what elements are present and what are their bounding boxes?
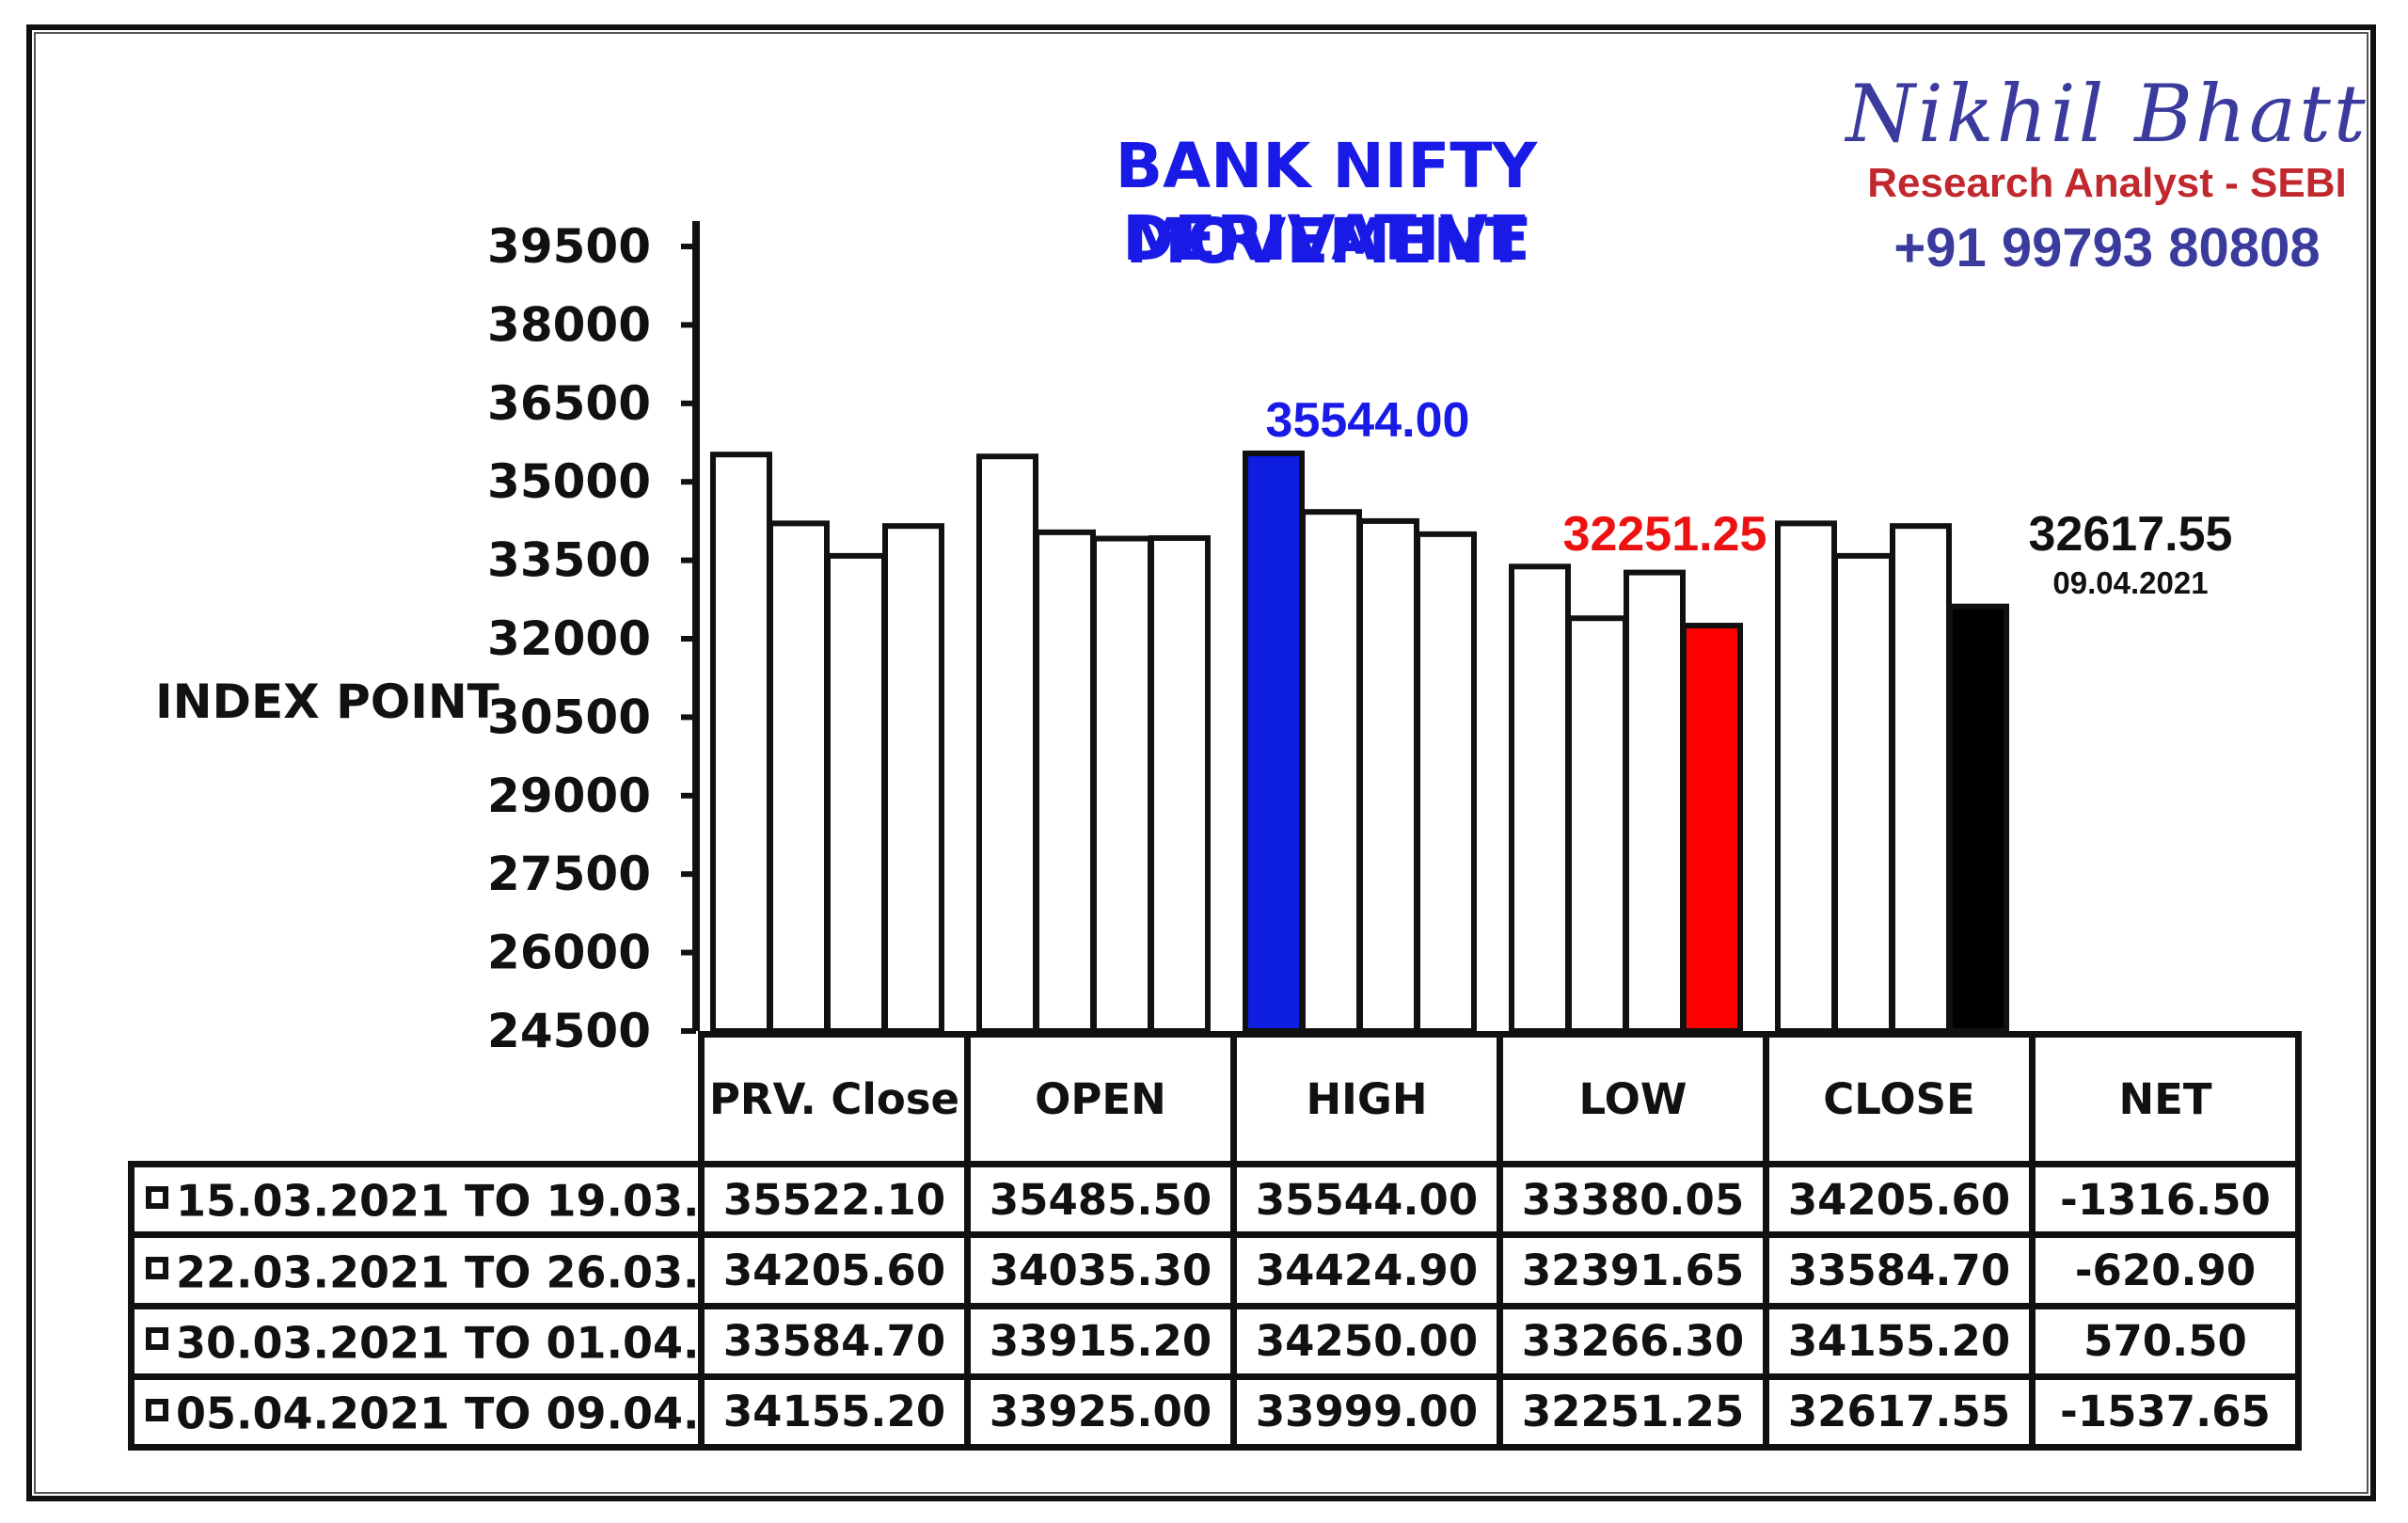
chart-title-line-1: BANK NIFTY DERIVATIVE	[1115, 130, 1538, 275]
table-cell: -1537.65	[2029, 1372, 2302, 1452]
y-tick-label: 39500	[487, 219, 651, 274]
bar	[882, 523, 944, 1034]
y-tick-label: 36500	[487, 376, 651, 431]
bar	[1243, 450, 1305, 1034]
row-label: 22.03.2021 TO 26.03.2021	[176, 1246, 700, 1298]
data-table: PRV. Close OPEN HIGH LOW CLOSE NET 15.03…	[128, 1031, 2302, 1452]
row-label-cell: 30.03.2021 TO 01.04.2021	[128, 1302, 705, 1380]
outer-frame	[26, 24, 2376, 1501]
y-tick-label: 24500	[487, 1004, 651, 1058]
y-tick-label: 30500	[487, 690, 651, 744]
bar	[976, 453, 1038, 1035]
table-cell: 32617.55	[1763, 1372, 2036, 1452]
column-header: CLOSE	[1763, 1031, 2036, 1167]
table-header-row: PRV. Close OPEN HIGH LOW CLOSE NET	[132, 1031, 2302, 1167]
table-row: 30.03.2021 TO 01.04.2021 33584.70 33915.…	[128, 1302, 2302, 1380]
inner-frame	[34, 32, 2368, 1494]
y-tick-label: 27500	[487, 847, 651, 901]
table-row: 15.03.2021 TO 19.03.2021 35522.10 35485.…	[128, 1160, 2302, 1239]
table-cell: 34155.20	[698, 1372, 971, 1452]
brand-role: Research Analyst - SEBI	[1867, 160, 2347, 206]
y-axis-label: INDEX POINT	[155, 674, 499, 729]
legend-marker-icon	[146, 1398, 168, 1421]
column-header: OPEN	[964, 1031, 1237, 1167]
bar	[1149, 534, 1211, 1034]
bar	[1832, 552, 1894, 1034]
row-label: 05.04.2021 TO 09.04.2021	[176, 1388, 700, 1439]
bar	[1357, 517, 1419, 1034]
data-label: 35544.00	[1266, 393, 1470, 448]
column-header: LOW	[1497, 1031, 1769, 1167]
y-tick-label: 29000	[487, 769, 651, 823]
table-cell: 34205.60	[1763, 1160, 2036, 1239]
y-tick-label: 32000	[487, 611, 651, 666]
bar	[825, 552, 887, 1034]
column-header: HIGH	[1230, 1031, 1503, 1167]
bar	[710, 452, 772, 1034]
table-cell: 35522.10	[698, 1160, 971, 1239]
y-tick-label: 33500	[487, 533, 651, 588]
bar	[1566, 615, 1628, 1034]
row-label: 15.03.2021 TO 19.03.2021	[176, 1175, 700, 1227]
y-tick-label: 35000	[487, 454, 651, 509]
table-cell: 33584.70	[1763, 1231, 2036, 1309]
table-cell: 35485.50	[964, 1160, 1237, 1239]
y-tick-label: 38000	[487, 297, 651, 352]
data-label-date: 09.04.2021	[2052, 565, 2208, 600]
row-label-cell: 05.04.2021 TO 09.04.2021	[128, 1372, 705, 1452]
table-row: 05.04.2021 TO 09.04.2021 34155.20 33925.…	[128, 1372, 2302, 1452]
row-label: 30.03.2021 TO 01.04.2021	[176, 1317, 700, 1369]
y-tick-label: 26000	[487, 926, 651, 980]
bar	[1415, 531, 1477, 1034]
bar	[1091, 535, 1153, 1034]
bar	[1947, 603, 2009, 1035]
legend-marker-icon	[146, 1257, 168, 1280]
row-label-cell: 15.03.2021 TO 19.03.2021	[128, 1160, 705, 1239]
table-cell: 34250.00	[1230, 1302, 1503, 1380]
table-cell: 32251.25	[1497, 1372, 1769, 1452]
table-cell: 32391.65	[1497, 1231, 1769, 1309]
table-cell: 33584.70	[698, 1302, 971, 1380]
table-cell: -620.90	[2029, 1231, 2302, 1309]
bar	[1775, 520, 1837, 1034]
table-cell: 34035.30	[964, 1231, 1237, 1309]
legend-marker-icon	[146, 1185, 168, 1209]
brand-name: Nikhil Bhatt	[1846, 68, 2368, 160]
table-corner	[132, 1035, 702, 1165]
bar	[1300, 509, 1362, 1034]
table-cell: -1316.50	[2029, 1160, 2302, 1239]
bar	[768, 520, 830, 1034]
table-cell: 34424.90	[1230, 1231, 1503, 1309]
legend-marker-icon	[146, 1327, 168, 1351]
table-cell: 33380.05	[1497, 1160, 1769, 1239]
chart-title-line-2: MOVEMENT	[1125, 205, 1528, 278]
table-cell: 33999.00	[1230, 1372, 1503, 1452]
data-label: 32617.55	[2029, 507, 2233, 562]
column-header: PRV. Close	[698, 1031, 971, 1167]
bar	[1624, 569, 1686, 1035]
table-cell: 34155.20	[1763, 1302, 2036, 1380]
table-cell: 570.50	[2029, 1302, 2302, 1380]
table-cell: 34205.60	[698, 1231, 971, 1309]
bar	[1034, 529, 1096, 1034]
bar	[1890, 523, 1952, 1034]
brand-phone: +91 99793 80808	[1893, 217, 2321, 278]
table-row: 22.03.2021 TO 26.03.2021 34205.60 34035.…	[128, 1231, 2302, 1309]
data-label: 32251.25	[1563, 507, 1767, 562]
column-header: NET	[2029, 1031, 2302, 1167]
table-cell: 35544.00	[1230, 1160, 1503, 1239]
bar	[1681, 623, 1743, 1035]
table-cell: 33266.30	[1497, 1302, 1769, 1380]
table-cell: 33915.20	[964, 1302, 1237, 1380]
table-cell: 33925.00	[964, 1372, 1237, 1452]
bar	[1509, 563, 1571, 1034]
row-label-cell: 22.03.2021 TO 26.03.2021	[128, 1231, 705, 1309]
